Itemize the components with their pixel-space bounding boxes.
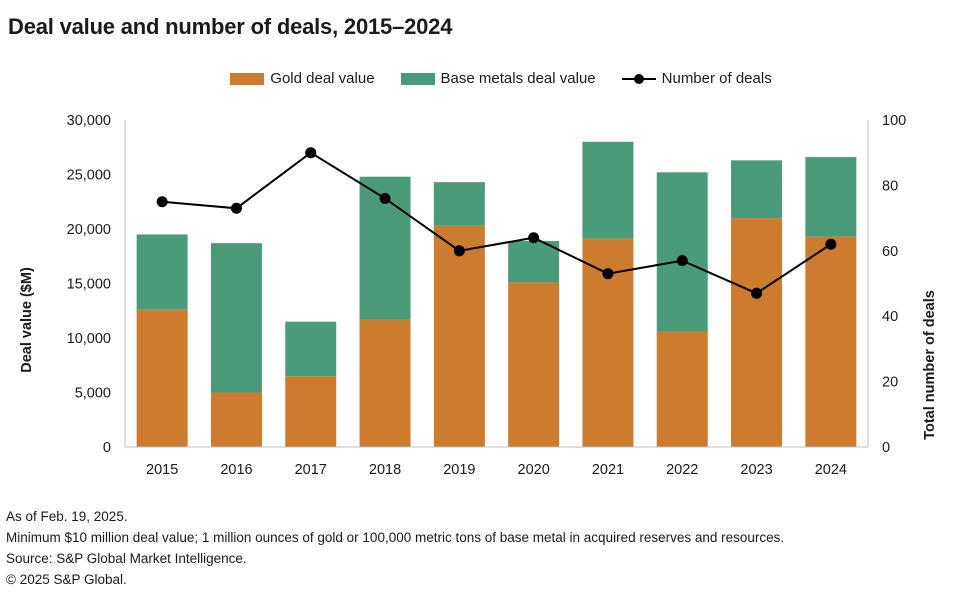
note-date: As of Feb. 19, 2025. xyxy=(6,509,128,524)
legend-item-gold: Gold deal value xyxy=(230,70,375,87)
legend-swatch-deals xyxy=(621,73,656,85)
deals-point xyxy=(305,147,317,159)
legend-item-deals: Number of deals xyxy=(621,70,772,87)
y-tick-label: 5,000 xyxy=(75,386,111,402)
chart-plot: 0 5,000 10,000 15,000 20,000 25,000 30,000 0 20… xyxy=(19,113,938,478)
note-source: Source: S&P Global Market Intelligence. xyxy=(6,551,247,566)
left-axis: 0 5,000 10,000 15,000 20,000 25,000 30,000 xyxy=(67,113,126,456)
x-axis: 2015 2016 2017 2018 2019 2020 2021 2022 2023 2024 xyxy=(125,446,868,478)
x-tick-label: 2021 xyxy=(592,462,624,478)
deals-point xyxy=(602,268,614,280)
deals-point xyxy=(230,202,242,214)
bar-base-metals xyxy=(210,243,262,393)
right-axis: 0 20 40 60 80 100 xyxy=(867,113,906,456)
x-tick-label: 2023 xyxy=(740,462,772,478)
x-tick-label: 2017 xyxy=(295,462,327,478)
bar-gold xyxy=(805,236,857,447)
y2-tick-label: 20 xyxy=(882,375,898,391)
x-tick-label: 2016 xyxy=(220,462,252,478)
y-tick-label: 25,000 xyxy=(67,168,111,184)
x-tick-label: 2018 xyxy=(369,462,401,478)
bar-base-metals xyxy=(433,182,485,226)
y2-tick-label: 80 xyxy=(882,178,898,194)
legend: Gold deal value Base metals deal value N… xyxy=(0,70,962,87)
legend-item-base-metals: Base metals deal value xyxy=(400,70,596,87)
note-copyright: © 2025 S&P Global. xyxy=(6,572,127,587)
deals-point xyxy=(528,232,540,244)
y-tick-label: 30,000 xyxy=(67,113,111,129)
bar-base-metals xyxy=(508,240,560,283)
x-tick-label: 2019 xyxy=(443,462,475,478)
y-tick-label: 20,000 xyxy=(67,222,111,238)
bar-base-metals xyxy=(136,234,188,310)
bar-base-metals xyxy=(656,172,708,332)
note-criteria: Minimum $10 million deal value; 1 millio… xyxy=(6,530,785,545)
bar-base-metals xyxy=(582,141,634,239)
bar-gold xyxy=(359,319,411,447)
y-tick-label: 15,000 xyxy=(67,277,111,293)
footnotes: As of Feb. 19, 2025. Minimum $10 million… xyxy=(6,506,784,590)
y2-tick-label: 60 xyxy=(882,244,898,260)
deals-polyline xyxy=(162,151,832,295)
y2-axis-label: Total number of deals xyxy=(922,290,938,440)
y2-tick-label: 0 xyxy=(882,440,890,456)
bar-gold xyxy=(433,225,485,447)
bar-gold xyxy=(656,331,708,447)
bar-gold xyxy=(210,392,262,447)
y-tick-label: 0 xyxy=(103,440,111,456)
deals-point xyxy=(379,192,391,204)
deals-point xyxy=(156,196,168,208)
legend-label-gold: Gold deal value xyxy=(270,70,375,87)
y-axis-label: Deal value ($M) xyxy=(19,267,35,373)
bar-base-metals xyxy=(805,157,857,237)
bar-gold xyxy=(508,282,560,447)
bar-base-metals xyxy=(731,160,783,219)
y2-tick-label: 100 xyxy=(882,113,906,129)
bars xyxy=(136,141,857,447)
deals-point xyxy=(676,255,688,267)
legend-label-deals: Number of deals xyxy=(661,70,772,87)
y-tick-label: 10,000 xyxy=(67,331,111,347)
deals-line xyxy=(156,147,837,299)
bar-base-metals xyxy=(285,321,337,377)
bar-gold xyxy=(731,218,783,447)
bar-gold xyxy=(285,376,337,447)
x-tick-label: 2022 xyxy=(666,462,698,478)
chart-title: Deal value and number of deals, 2015–202… xyxy=(8,14,453,39)
legend-label-base-metals: Base metals deal value xyxy=(440,70,596,87)
deals-point xyxy=(825,238,837,250)
x-tick-label: 2024 xyxy=(815,462,847,478)
x-tick-label: 2020 xyxy=(518,462,550,478)
deals-point xyxy=(453,245,465,257)
legend-swatch-gold xyxy=(230,72,265,85)
deals-point xyxy=(751,287,763,299)
x-tick-label: 2015 xyxy=(146,462,178,478)
bar-gold xyxy=(136,309,188,447)
y2-tick-label: 40 xyxy=(882,309,898,325)
legend-swatch-base-metals xyxy=(400,72,435,85)
